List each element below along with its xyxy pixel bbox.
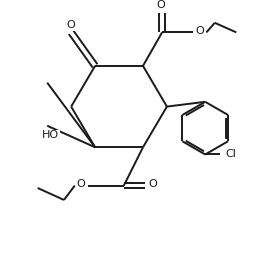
Text: HO: HO [42, 130, 59, 140]
Text: O: O [77, 179, 86, 189]
Text: Cl: Cl [225, 149, 236, 160]
Text: O: O [157, 0, 165, 10]
Text: O: O [67, 20, 75, 30]
Text: O: O [195, 26, 204, 36]
Text: O: O [148, 179, 157, 189]
